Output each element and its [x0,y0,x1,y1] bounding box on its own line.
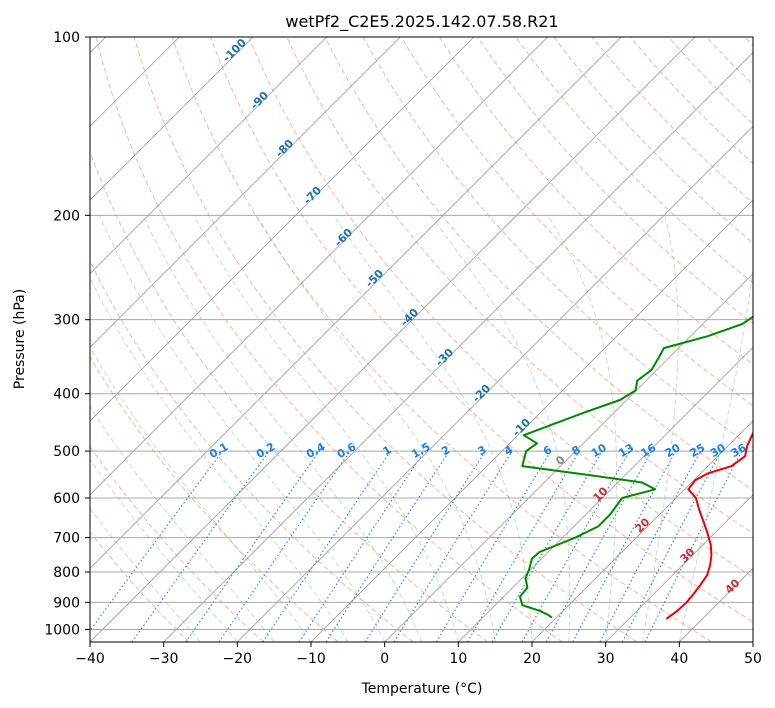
mixing-ratio-line [572,450,677,642]
x-tick-label: 50 [744,651,762,667]
x-tick-label: −20 [223,651,253,667]
y-tick-label: 600 [53,491,80,507]
dry-adiabat-line [90,259,414,642]
x-tick-label: 10 [449,651,467,667]
chart-title: wetPf2_C2E5.2025.142.07.58.R21 [285,12,558,32]
isotherm-line [90,37,696,642]
isotherm-line [163,52,753,642]
x-tick-label: −40 [75,651,105,667]
y-tick-label: 200 [53,208,80,224]
dry-adiabat-line [90,531,190,642]
dry-adiabat-line [324,37,753,491]
isotherm-line [458,346,753,642]
x-tick-label: 30 [597,651,615,667]
mixing-ratio-line [185,450,320,642]
dry-adiabat-line [90,445,264,642]
moist-adiabat-line [678,266,753,642]
dry-adiabat-line [515,37,753,284]
moist-adiabat-line [430,215,571,642]
series-layer [519,315,753,620]
mixing-ratio-line [325,450,450,642]
moist-adiabat-line [99,215,386,642]
plot-background [90,37,753,642]
x-tick-label: −10 [296,651,326,667]
moist-adiabat-line [193,215,459,642]
y-tick-label: 800 [53,565,80,581]
moist-adiabat-line [90,346,312,642]
dry-adiabat-line [95,37,563,642]
x-axis-label: Temperature (°C) [361,681,483,697]
y-tick-label: 1000 [44,622,80,638]
dry-adiabat-line [438,37,753,366]
moist-adiabat-line [90,507,201,642]
isotherm-line [90,37,622,569]
y-axis-label: Pressure (hPa) [12,289,28,389]
mixing-ratio-line [521,450,630,642]
y-tick-label: 500 [53,444,80,460]
mixing-ratio-line [262,450,392,642]
isotherm-line [752,641,753,642]
x-tick-label: −30 [149,651,179,667]
dry-adiabat-line [90,356,339,642]
moist-adiabat-line [142,215,422,642]
dry-adiabat-line [400,37,753,407]
axis-layer: −40 −30 −20 −10 0 10 20 30 40 50 100 200 300 400 500 60… [44,30,762,667]
mixing-ratio-line [90,450,223,632]
mixing-ratio-line [218,450,351,642]
isotherm-line [531,420,753,642]
isotherm-line [605,494,753,642]
dewpoint-line [519,315,753,619]
mixing-ratio-line [545,450,653,642]
dry-adiabat-line [133,37,638,642]
y-tick-label: 400 [53,387,80,403]
moist-adiabat-line [255,215,496,642]
moist-adiabat-line [90,458,238,642]
x-tick-label: 20 [523,651,541,667]
mixing-ratio-line [131,450,270,642]
dry-adiabat-line [210,37,753,623]
dry-adiabat-line [90,150,488,642]
isotherm-line [237,125,753,642]
moist-adiabat-line [642,215,679,642]
y-tick-label: 700 [53,531,80,547]
mixing-ratio-line [644,450,743,642]
isotherm-line [384,273,753,642]
plot-frame [89,36,754,643]
moist-adiabat-line [547,215,617,642]
isotherm-line [90,37,548,496]
y-tick-label: 900 [53,595,80,611]
isotherm-line [90,37,475,422]
temperature-line [665,430,753,620]
mixing-ratio-line [298,450,425,642]
x-tick-label: 0 [380,651,389,667]
grid-layer [90,37,753,642]
mixing-ratio-line [393,450,513,642]
dry-adiabat-line [248,37,753,578]
y-tick-label: 300 [53,313,80,329]
isotherm-line [90,37,327,275]
isotherm-line [90,37,401,348]
y-tick-label: 100 [53,30,80,46]
x-tick-label: 40 [670,651,688,667]
dry-adiabat-line [171,37,712,642]
isotherm-line [90,37,254,201]
